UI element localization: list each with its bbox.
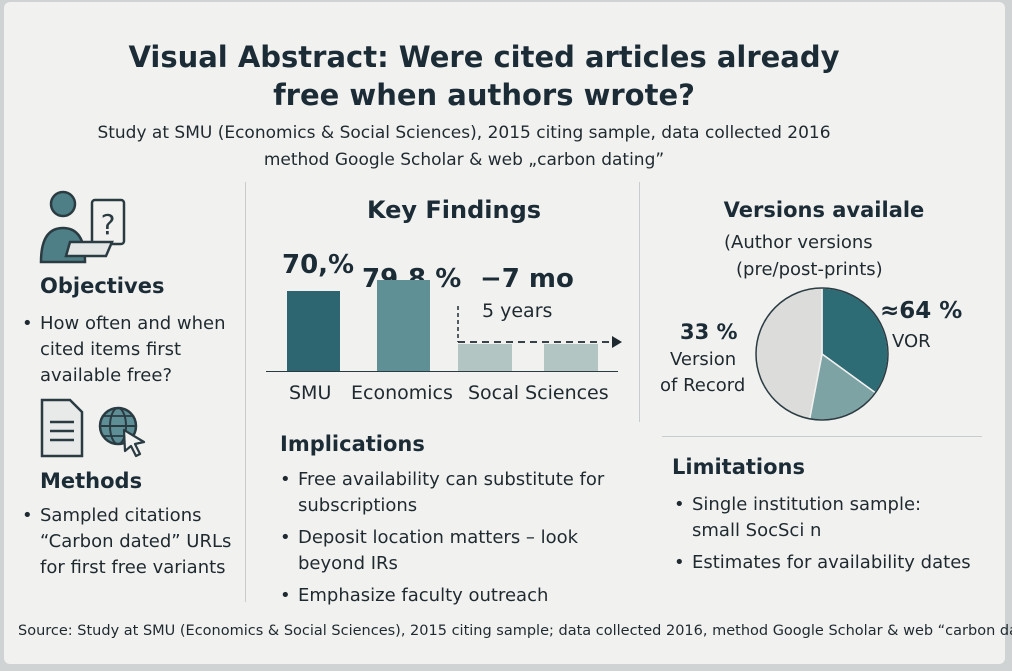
bar-4 [544,344,598,371]
bar-chart-baseline [266,371,618,372]
bar-label-social-sciences: −7 mo [480,264,574,294]
version-of-record-label-2: of Record [660,375,746,396]
bar-1 [287,291,340,371]
subtitle-line-1: Study at SMU (Economics & Social Science… [97,123,831,143]
dashed-arrow [457,306,622,348]
pie-slice-author-versions [755,287,823,420]
globe-cursor-icon [98,406,146,458]
bar-category-social-sciences: Socal Sciences [468,382,609,404]
versions-sub-2: (pre/post-prints) [736,259,883,280]
versions-sub-1: (Author versions [724,232,873,253]
objectives-heading: Objectives [40,274,165,298]
methods-heading: Methods [40,469,143,493]
column-divider-right [639,182,640,422]
column-divider-left [245,182,246,602]
pie-outline [755,287,889,421]
key-findings-heading: Key Findings [366,196,542,224]
svg-text:?: ? [101,208,116,241]
page-title: Visual Abstract: Were cited articles alr… [4,38,964,114]
implications-item-3: Emphasize faculty outreach [280,583,635,609]
bar-2 [377,280,430,371]
vor-label: VOR [892,331,931,352]
versions-heading: Versions availale [723,198,925,222]
bar-category-economics: Economics [351,382,453,404]
title-line-1: Visual Abstract: Were cited articles alr… [128,40,840,74]
section-divider-right [662,436,982,437]
page-subtitle: Study at SMU (Economics & Social Science… [4,120,924,174]
implications-heading: Implications [280,432,425,456]
vor-percent: ≈64 % [880,298,963,324]
version-of-record-label-1: Version [670,349,737,370]
limitations-list: Single institution sample: small SocSci … [674,492,974,576]
visual-abstract-card: Visual Abstract: Were cited articles alr… [4,2,1012,664]
objectives-item: How often and when cited items first ava… [22,311,234,389]
subtitle-line-2: method Google Scholar & web „carbon dati… [263,150,665,170]
limitations-item-1: Single institution sample: small SocSci … [674,492,974,544]
limitations-item-2: Estimates for availability dates [674,550,974,576]
methods-list: Sampled citations “Carbon dated” URLs fo… [22,503,234,581]
limitations-heading: Limitations [672,455,805,479]
bar-label-smu: 70,% [282,250,355,280]
document-icon [40,398,84,458]
bar-category-smu: SMU [289,382,332,404]
person-laptop-question-icon: ? [39,190,126,264]
implications-list: Free availability can substitute for sub… [280,467,635,609]
implications-item-2: Deposit location matters – look beyond I… [280,525,635,577]
bar-3 [458,344,512,371]
methods-item: Sampled citations “Carbon dated” URLs fo… [22,503,234,581]
title-line-2: free when authors wrote? [273,78,695,112]
bar-sublabel-social-sciences: 5 years [482,300,553,322]
versions-pie-chart [755,287,889,421]
implications-item-1: Free availability can substitute for sub… [280,467,635,519]
source-note: Source: Study at SMU (Economics & Social… [18,623,1012,639]
version-of-record-percent: 33 % [680,320,738,344]
objectives-list: How often and when cited items first ava… [22,311,234,389]
